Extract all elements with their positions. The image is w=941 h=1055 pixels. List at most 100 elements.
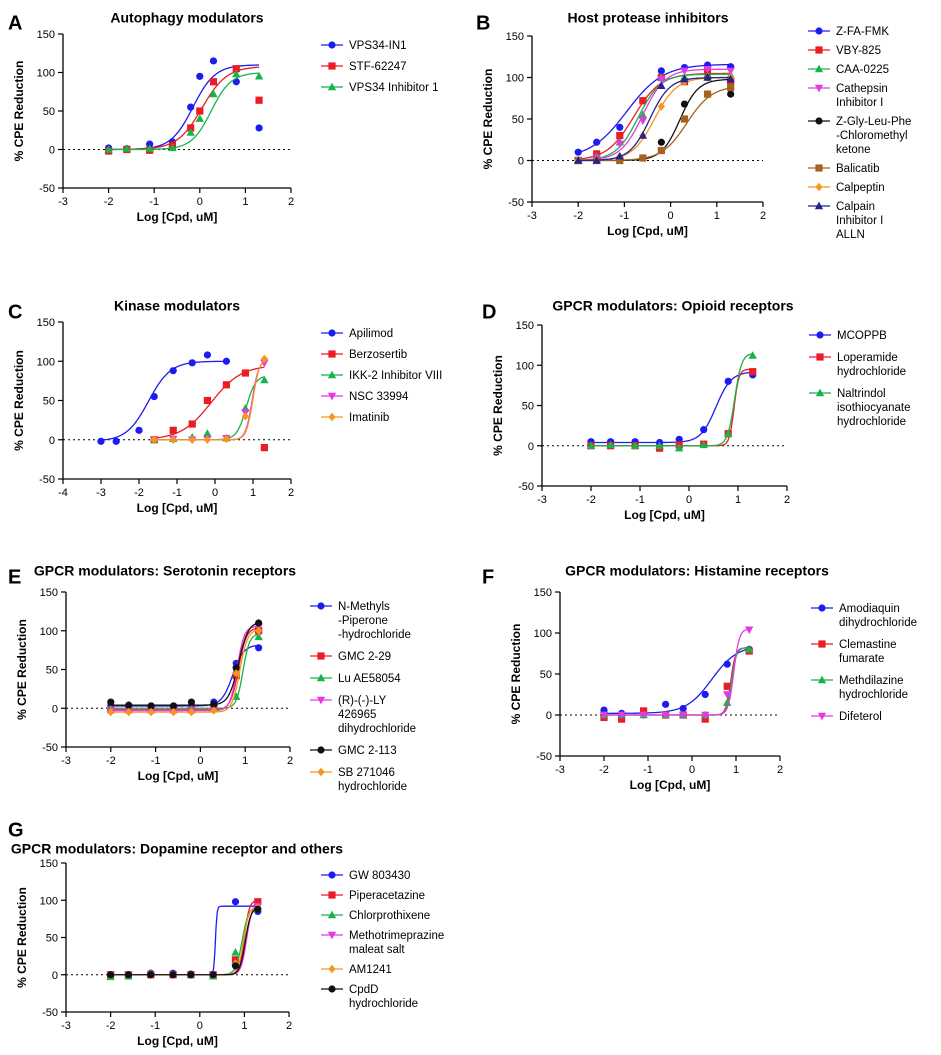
x-tick-label: 0 (212, 487, 218, 499)
y-tick-label: 150 (534, 587, 552, 599)
y-tick-label: 0 (49, 145, 55, 157)
legend: N-Methyls -Piperone -hydrochloride GMC 2-29… (310, 601, 416, 793)
y-axis-label: % CPE Reduction (12, 61, 26, 162)
data-point (727, 90, 735, 98)
data-point (255, 96, 263, 104)
x-tick-label: -2 (586, 494, 596, 506)
data-point (615, 151, 624, 160)
y-axis-label: % CPE Reduction (481, 69, 495, 170)
fit-curve (591, 371, 753, 444)
legend-label: Methotrimeprazine maleat salt (349, 930, 444, 956)
y-tick-label: 100 (516, 360, 534, 372)
data-point (107, 707, 115, 717)
x-tick-label: 0 (689, 764, 695, 776)
chart-title: GPCR modulators: Opioid receptors (552, 297, 793, 313)
panel-label: D (482, 302, 496, 324)
data-point (187, 124, 195, 132)
data-point (195, 114, 204, 122)
data-point (209, 78, 218, 86)
legend-label: Calpeptin (836, 182, 885, 194)
data-point (187, 698, 196, 706)
y-tick-label: 150 (37, 29, 55, 41)
series-5 (150, 354, 268, 444)
legend: MCOPPB Loperamide hydrochloride Naltrindol i… (809, 330, 911, 428)
data-point (657, 102, 665, 111)
data-point (112, 437, 120, 445)
legend-marker (327, 370, 337, 379)
x-tick-label: 2 (760, 210, 766, 222)
legend: VPS34-IN1 STF-62247 VPS34 Inhibitor 1 (321, 40, 439, 94)
data-point (203, 429, 212, 437)
series-1 (97, 351, 230, 445)
x-axis-label: Log [Cpd, uM] (138, 769, 219, 783)
y-tick-label: -50 (39, 474, 55, 486)
data-point (680, 74, 689, 83)
y-tick-label: 50 (46, 665, 58, 677)
series-1 (600, 645, 753, 717)
legend-label: STF-62247 (349, 61, 407, 73)
panel-d: D GPCR modulators: Opioid receptors -50 0 50… (482, 297, 911, 522)
y-tick-label: 150 (40, 858, 58, 870)
x-tick-label: 2 (288, 487, 294, 499)
data-point (222, 434, 230, 444)
data-point (107, 971, 115, 979)
legend-marker (317, 767, 325, 777)
y-tick-label: -50 (518, 481, 534, 493)
legend-label: GMC 2-113 (338, 745, 397, 757)
x-tick-label: 0 (197, 1020, 203, 1032)
y-axis-label: % CPE Reduction (509, 624, 523, 725)
panel-label: C (8, 302, 22, 324)
x-axis-label: Log [Cpd, uM] (624, 508, 705, 522)
data-point (703, 66, 712, 74)
legend-marker (815, 27, 823, 35)
legend-item: Chlorprothixene (321, 910, 430, 922)
x-tick-label: 0 (686, 494, 692, 506)
legend-marker (316, 673, 326, 682)
y-tick-label: -50 (42, 742, 58, 754)
fit-curve (578, 73, 731, 161)
legend-item: Lu AE58054 (310, 673, 401, 685)
legend-item: STF-62247 (321, 61, 407, 73)
data-point (723, 682, 731, 690)
x-tick-label: -2 (104, 196, 114, 208)
legend-marker (818, 640, 826, 648)
data-point (187, 971, 195, 979)
panel-label: B (476, 13, 490, 35)
data-point (592, 156, 601, 164)
series-4 (599, 626, 754, 720)
fit-curve (110, 625, 259, 712)
fit-curve (100, 360, 227, 441)
fit-curve (578, 87, 731, 162)
data-point (679, 711, 688, 720)
legend-label: Calpain Inhibitor I ALLN (836, 201, 883, 241)
x-tick-label: -1 (172, 487, 182, 499)
legend-item: Calpeptin (808, 182, 885, 194)
data-point (107, 698, 115, 706)
data-point (125, 707, 133, 717)
data-point (638, 131, 648, 139)
y-tick-label: 50 (43, 396, 55, 408)
data-point (203, 351, 211, 359)
legend-item: Methdilazine hydrochloride (811, 675, 908, 701)
x-tick-label: 2 (286, 1020, 292, 1032)
data-point (231, 962, 240, 970)
x-tick-label: -1 (643, 764, 653, 776)
x-tick-label: -2 (106, 755, 116, 767)
legend-marker (328, 985, 336, 993)
legend-item: VPS34-IN1 (321, 40, 407, 52)
data-point (655, 441, 664, 449)
legend-label: Balicatib (836, 163, 879, 175)
data-point (104, 145, 113, 153)
legend-label: Apilimod (349, 328, 393, 340)
legend-item: SB 271046 hydrochloride (310, 767, 407, 793)
x-tick-label: -1 (620, 210, 630, 222)
data-point (209, 89, 218, 98)
legend-marker (316, 696, 326, 705)
series-6 (107, 626, 263, 717)
data-point (147, 702, 155, 710)
data-point (255, 619, 263, 627)
data-point (254, 71, 264, 80)
data-point (122, 144, 132, 152)
legend-marker (327, 392, 337, 401)
data-point (726, 67, 735, 76)
